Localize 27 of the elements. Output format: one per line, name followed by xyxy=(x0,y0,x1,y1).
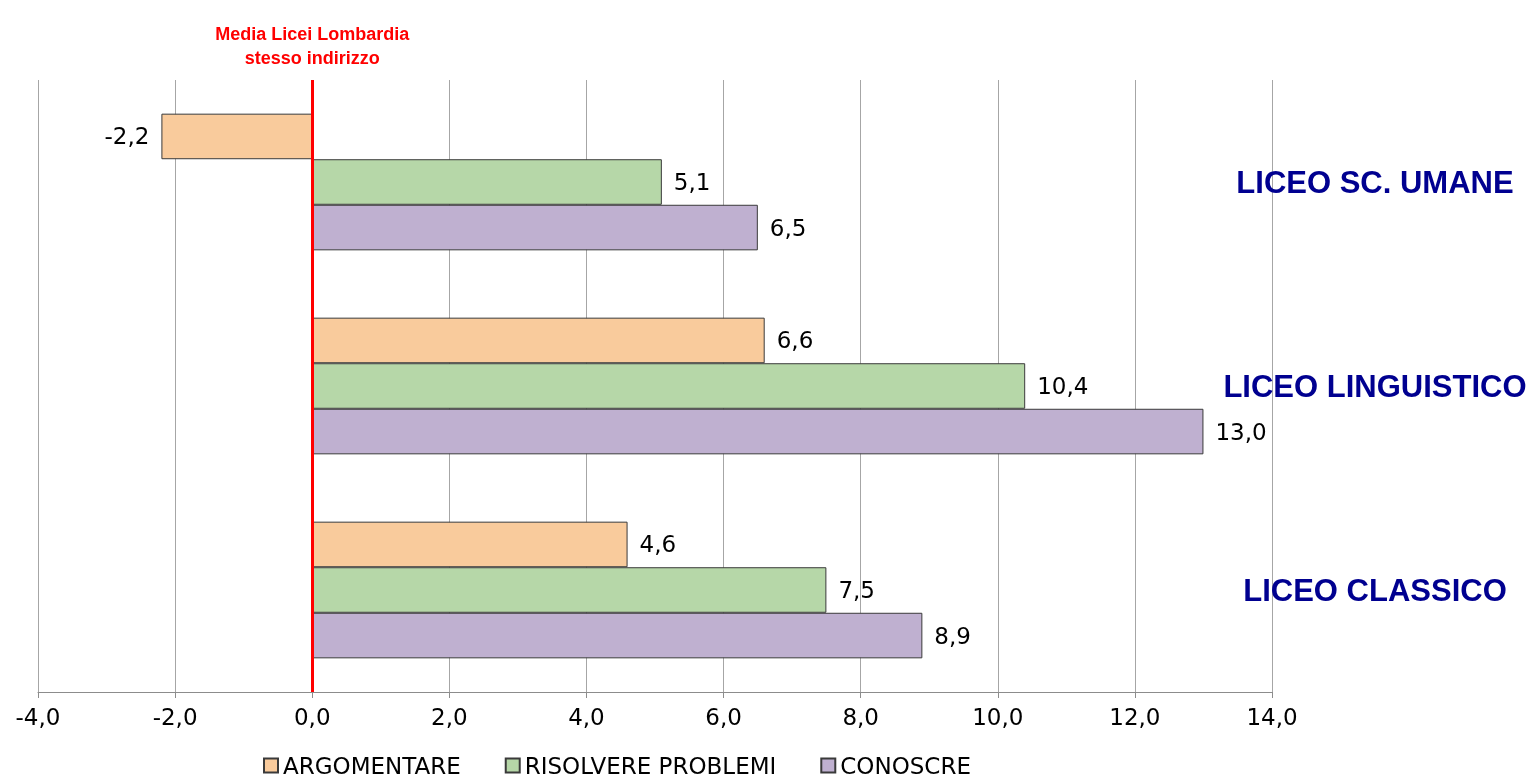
y-tick-label: LICEO LINGUISTICO xyxy=(1223,368,1527,404)
x-tick-label: -2,0 xyxy=(152,703,198,730)
x-tick-label: 14,0 xyxy=(1246,703,1298,730)
data-label: 7,5 xyxy=(838,577,875,603)
x-tick-label: -4,0 xyxy=(15,703,61,730)
ref-line-label: Media Licei Lombardia stesso indirizzo xyxy=(215,24,411,68)
x-tick-label: 2,0 xyxy=(431,703,468,730)
x-tick-label: 0,0 xyxy=(293,703,331,730)
x-tick-label: 10,0 xyxy=(972,703,1024,730)
x-tick-label: 6,0 xyxy=(705,703,742,730)
data-label: -2,2 xyxy=(104,123,150,150)
x-tick-label: 12,0 xyxy=(1109,703,1161,730)
data-label: 8,9 xyxy=(934,622,971,649)
bar xyxy=(161,113,313,160)
data-label: 10,4 xyxy=(1037,373,1089,399)
data-label: 13,0 xyxy=(1215,418,1267,445)
legend-label: CONOSCRE xyxy=(840,752,971,779)
x-tick-label: 4,0 xyxy=(568,703,605,730)
data-label: 5,1 xyxy=(673,169,711,195)
data-label: 6,5 xyxy=(769,214,807,241)
data-label: 4,6 xyxy=(639,531,677,558)
data-label: 6,6 xyxy=(776,327,814,354)
x-tick-label: 8,0 xyxy=(842,703,879,730)
y-tick-label: LICEO CLASSICO xyxy=(1243,572,1507,608)
y-tick-label: LICEO SC. UMANE xyxy=(1236,164,1514,200)
legend-label: RISOLVERE PROBLEMI xyxy=(524,752,777,779)
legend-label: ARGOMENTARE xyxy=(283,752,461,779)
